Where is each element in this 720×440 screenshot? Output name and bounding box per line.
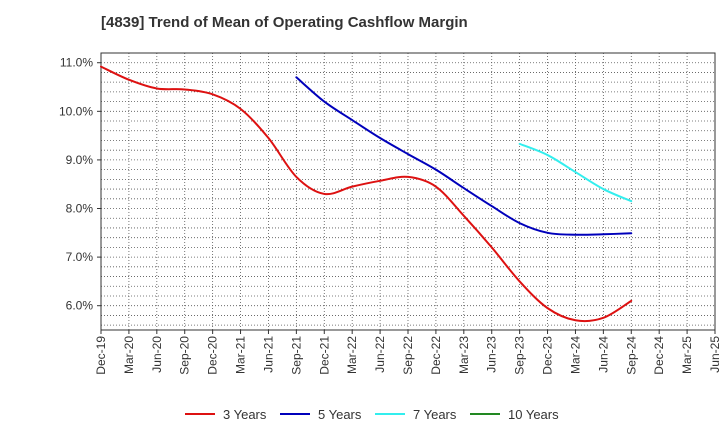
x-tick-label: Mar-25 <box>680 336 694 374</box>
x-tick-label: Jun-21 <box>261 336 275 373</box>
x-tick-label: Mar-21 <box>234 336 248 374</box>
x-tick-label: Jun-25 <box>708 336 720 373</box>
legend-label-7-years: 7 Years <box>413 407 457 422</box>
y-tick-label: 10.0% <box>59 104 93 118</box>
x-tick-label: Mar-24 <box>568 336 582 374</box>
x-tick-label: Mar-23 <box>457 336 471 374</box>
x-tick-label: Jun-20 <box>150 336 164 373</box>
x-tick-label: Dec-22 <box>429 336 443 375</box>
x-tick-label: Mar-20 <box>122 336 136 374</box>
x-tick-label: Sep-20 <box>178 336 192 375</box>
series-line-5-years <box>295 76 633 236</box>
y-tick-label: 7.0% <box>66 250 94 264</box>
y-tick-label: 11.0% <box>60 56 93 70</box>
x-tick-label: Sep-24 <box>624 336 638 375</box>
x-tick-label: Dec-19 <box>94 336 108 375</box>
x-tick-label: Dec-20 <box>206 336 220 375</box>
series-line-3-years <box>100 65 633 323</box>
x-tick-label: Sep-23 <box>513 336 527 375</box>
x-tick-label: Sep-22 <box>401 336 415 375</box>
x-tick-label: Dec-24 <box>652 336 666 375</box>
legend-label-5-years: 5 Years <box>318 407 362 422</box>
x-tick-label: Jun-22 <box>373 336 387 373</box>
legend-label-3-years: 3 Years <box>223 407 267 422</box>
x-tick-label: Dec-21 <box>317 336 331 375</box>
x-tick-label: Jun-24 <box>596 336 610 373</box>
y-tick-label: 8.0% <box>66 202 94 216</box>
x-tick-label: Dec-23 <box>541 336 555 375</box>
y-tick-label: 6.0% <box>66 299 94 313</box>
x-tick-label: Jun-23 <box>485 336 499 373</box>
x-tick-label: Sep-21 <box>289 336 303 375</box>
legend-label-10-years: 10 Years <box>508 407 559 422</box>
chart-title: [4839] Trend of Mean of Operating Cashfl… <box>101 14 468 31</box>
x-tick-label: Mar-22 <box>345 336 359 374</box>
series-line-7-years <box>518 142 633 203</box>
y-tick-label: 9.0% <box>66 153 94 167</box>
